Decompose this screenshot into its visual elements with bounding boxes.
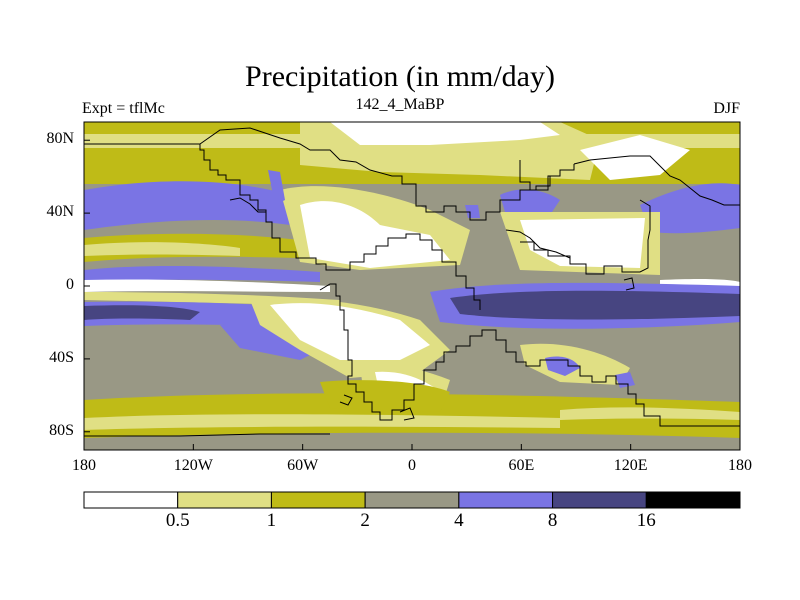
field-ind-blue [545,356,580,376]
precip-fields [84,122,740,450]
x-tick-label: 180 [72,457,96,474]
coast-inner [519,160,560,191]
season-label: DJF [713,100,740,117]
experiment-label: Expt = tflMc [82,100,165,117]
colorbar-box-black [645,491,741,509]
period-label: 142_4_MaBP [355,96,445,113]
field-npac-storm [640,183,740,234]
colorbar-box-gray [364,491,460,509]
field-sam-dry [270,303,430,360]
axis-ticks [83,139,741,450]
field-eu-blue [465,205,480,218]
coastlines [84,127,740,437]
colorbar-box-white [83,491,179,509]
coast-laurasia-south [84,143,481,310]
colorbar-box-navy [552,491,647,509]
coast-na-inner [229,197,266,213]
field-pacific-storm [84,181,290,230]
y-tick-label: 40N [46,203,74,221]
field-sitcz-west-core [84,305,200,320]
colorbar-boxes [83,491,741,509]
field-south-pale [84,414,560,430]
coast-eurasia-north [199,127,575,221]
coast-island-2 [399,407,415,421]
coast-asia-east [573,155,740,206]
x-tick-label: 0 [408,457,416,474]
x-tick-label: 180 [728,457,752,474]
x-tick-label: 120E [613,457,648,474]
coast-tethys-inner [505,229,571,259]
y-tick-label: 80S [49,421,74,439]
colorbar-level-label: 8 [547,510,558,531]
colorbar-level-label: 16 [636,510,656,531]
field-na-blue [268,170,285,205]
colorbar-level-label: 0.5 [165,510,190,531]
coast-island-3 [623,277,635,291]
x-tick-label: 60W [287,457,319,474]
field-itcz-north [84,266,320,282]
colorbar-level-label: 4 [454,510,464,531]
coast-antarctica [84,433,330,437]
colorbar-box-olive [270,491,366,509]
coast-gondwana [319,283,740,427]
plot-title: Precipitation (in mm/day) [245,60,555,93]
x-tick-label: 120W [173,457,213,474]
field-south-olive-2 [320,380,450,412]
colorbar-box-light-blue [458,491,554,509]
y-tick-label: 40S [49,348,74,366]
colorbar-level-label: 2 [360,510,370,531]
coast-island-1 [339,394,353,406]
field-equator-dry [84,279,330,292]
colorbar-level-label: 1 [266,510,277,531]
field-ntrop-pale [84,242,240,256]
field-indopac-core [450,290,740,320]
field-south-pale-e [560,407,740,420]
y-tick-label: 80N [46,130,74,148]
y-tick-label: 0 [66,276,74,293]
field-arctic-dry [330,122,560,145]
field-sahara-dry [300,201,450,268]
field-central-storm [500,189,560,215]
colorbar-box-pale-yellow [177,491,272,509]
x-tick-label: 60E [508,457,535,474]
